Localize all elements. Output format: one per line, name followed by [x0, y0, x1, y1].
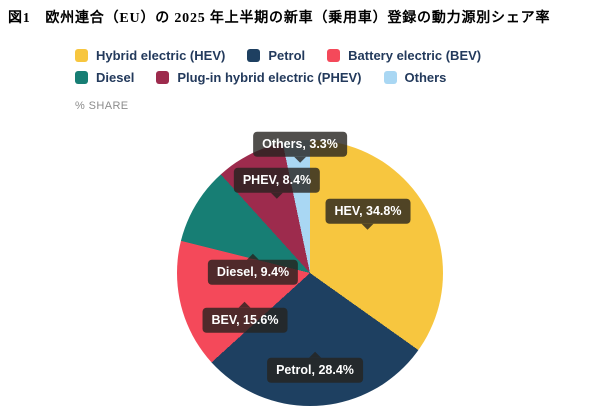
- y-axis-unit-label: % SHARE: [75, 100, 129, 112]
- legend-item-diesel[interactable]: Diesel: [75, 70, 134, 85]
- legend-item-bev[interactable]: Battery electric (BEV): [327, 48, 481, 63]
- legend-label-bev: Battery electric (BEV): [348, 47, 482, 63]
- legend-label-diesel: Diesel: [96, 69, 135, 85]
- legend-item-petrol[interactable]: Petrol: [247, 48, 305, 63]
- legend-row-2: Diesel Plug-in hybrid electric (PHEV) Ot…: [75, 66, 503, 88]
- slice-label-petrol: Petrol, 28.4%: [267, 351, 363, 383]
- slice-label-others: Others, 3.3%: [253, 131, 347, 162]
- legend-item-others[interactable]: Others: [383, 69, 447, 85]
- legend-label-phev: Plug-in hybrid electric (PHEV): [177, 69, 362, 85]
- hev-color-swatch-icon: [75, 48, 88, 62]
- others-color-swatch-icon: [383, 70, 397, 84]
- figure-title: 図1 欧州連合（EU）の 2025 年上半期の新車（乗用車）登録の動力源別シェア…: [8, 11, 551, 26]
- legend-label-others: Others: [404, 69, 447, 85]
- slice-label-phev: PHEV, 8.4%: [233, 167, 321, 198]
- chart-legend: Hybrid electric (HEV) Petrol Battery ele…: [75, 44, 503, 88]
- slice-label-diesel: Diesel, 9.4%: [207, 253, 299, 285]
- legend-label-petrol: Petrol: [268, 47, 306, 63]
- legend-label-hev: Hybrid electric (HEV): [96, 47, 226, 63]
- phev-color-swatch-icon: [156, 70, 170, 84]
- legend-row-1: Hybrid electric (HEV) Petrol Battery ele…: [75, 44, 503, 66]
- legend-item-phev[interactable]: Plug-in hybrid electric (PHEV): [156, 69, 362, 85]
- legend-item-hev[interactable]: Hybrid electric (HEV): [75, 48, 225, 63]
- petrol-color-swatch-icon: [247, 48, 261, 62]
- slice-label-hev: HEV, 34.8%: [325, 198, 411, 229]
- bev-color-swatch-icon: [327, 48, 341, 62]
- diesel-color-swatch-icon: [75, 70, 88, 84]
- slice-label-bev: BEV, 15.6%: [202, 301, 288, 333]
